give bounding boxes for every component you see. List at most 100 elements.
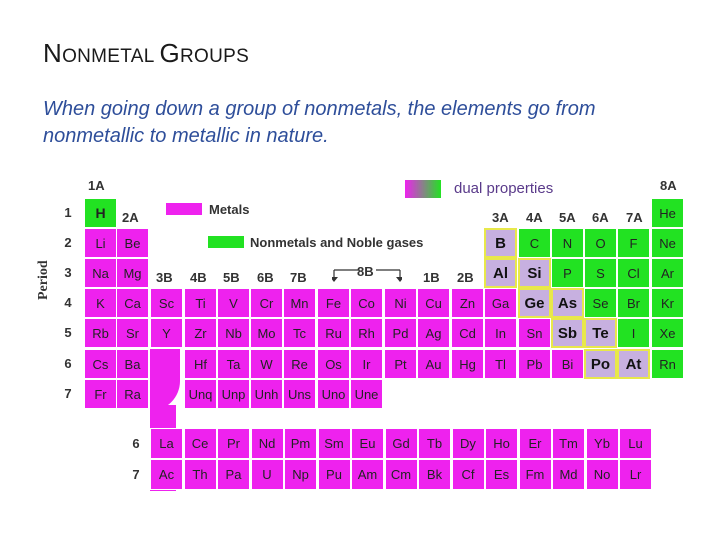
group-label: 6A [592, 210, 609, 225]
period-number: 5 [64, 325, 72, 340]
group-label: 3A [492, 210, 509, 225]
element-cell: Sn [518, 318, 551, 348]
element-cell: Pt [384, 349, 417, 379]
element-cell: Unq [184, 379, 217, 409]
element-cell: B [484, 228, 517, 258]
element-cell: Une [350, 379, 383, 409]
element-cell: U [250, 459, 284, 490]
element-cell: Si [518, 258, 551, 288]
element-cell: Li [84, 228, 117, 258]
element-cell: O [584, 228, 617, 258]
element-cell: Cl [617, 258, 650, 288]
element-cell: Ne [651, 228, 684, 258]
element-cell: Cs [84, 349, 117, 379]
element-cell: Np [284, 459, 317, 490]
period-number: 3 [64, 265, 72, 280]
element-cell: Ca [116, 288, 149, 318]
element-cell: Ir [350, 349, 383, 379]
element-cell: Hf [184, 349, 217, 379]
group-label: 7B [290, 270, 307, 285]
element-cell: La [150, 428, 183, 459]
element-cell: Pa [217, 459, 250, 490]
element-cell: Ta [217, 349, 250, 379]
period-number: 1 [64, 205, 72, 220]
element-cell: Pb [518, 349, 551, 379]
element-cell: Y [150, 318, 183, 348]
element-cell: Cm [384, 459, 418, 490]
element-cell: Nb [217, 318, 250, 348]
group-label: 4A [526, 210, 543, 225]
element-cell: Sr [116, 318, 149, 348]
element-cell: Ac [150, 459, 183, 490]
element-cell: Te [584, 318, 617, 348]
element-cell: Pr [217, 428, 250, 459]
period-number: 6 [64, 356, 72, 371]
page-subtitle: When going down a group of nonmetals, th… [43, 98, 596, 147]
element-cell: Ra [116, 379, 149, 409]
element-cell: As [551, 288, 584, 318]
series-number: 7 [132, 467, 140, 482]
group-label: 2B [457, 270, 474, 285]
group-label: 5B [223, 270, 240, 285]
element-cell: K [84, 288, 117, 318]
element-cell: Fe [317, 288, 350, 318]
element-cell: Eu [351, 428, 384, 459]
period-axis-label: Period [36, 260, 51, 300]
element-cell: Cu [417, 288, 450, 318]
element-cell: H [84, 198, 117, 228]
element-cell: Pm [284, 428, 317, 459]
element-cell: Tb [418, 428, 451, 459]
legend-label-nonmetals: Nonmetals and Noble gases [250, 235, 424, 250]
period-number: 4 [64, 295, 72, 310]
element-cell: Uno [317, 379, 350, 409]
element-cell: Ge [518, 288, 551, 318]
element-cell: C [518, 228, 551, 258]
legend-swatch-metals [166, 203, 202, 215]
group-label: 2A [122, 210, 139, 225]
group-label: 5A [559, 210, 576, 225]
element-cell: Co [350, 288, 383, 318]
element-cell: Bk [418, 459, 451, 490]
element-cell: In [484, 318, 517, 348]
element-cell: P [551, 258, 584, 288]
element-cell: Be [116, 228, 149, 258]
element-cell: Cr [250, 288, 283, 318]
element-cell: Re [283, 349, 316, 379]
element-cell: Mg [116, 258, 149, 288]
element-cell: Lr [619, 459, 652, 490]
element-cell: Sm [317, 428, 351, 459]
element-cell: Am [351, 459, 384, 490]
element-cell: Ar [651, 258, 684, 288]
element-cell: Na [84, 258, 117, 288]
element-cell: Mn [283, 288, 316, 318]
element-cell: Al [484, 258, 517, 288]
element-cell: Pd [384, 318, 417, 348]
group-label: 7A [626, 210, 643, 225]
group-label: 1B [423, 270, 440, 285]
group-label: 8B [357, 264, 374, 279]
series-number: 6 [132, 436, 140, 451]
element-cell: Ru [317, 318, 350, 348]
element-cell: Yb [585, 428, 619, 459]
element-cell: Unp [217, 379, 250, 409]
element-cell: Se [584, 288, 617, 318]
period-number: 7 [64, 386, 72, 401]
element-cell: Fm [518, 459, 552, 490]
group-label: 4B [190, 270, 207, 285]
element-cell: Rn [651, 349, 684, 379]
element-cell: Mo [250, 318, 283, 348]
element-cell: Po [584, 349, 617, 379]
element-cell: Br [617, 288, 650, 318]
group-label: 6B [257, 270, 274, 285]
element-cell: Rb [84, 318, 117, 348]
element-cell: Tc [283, 318, 316, 348]
element-cell: Rh [350, 318, 383, 348]
element-cell: W [250, 349, 283, 379]
legend-swatch-nonmetals [208, 236, 244, 248]
group-label: 3B [156, 270, 173, 285]
element-cell: Sb [551, 318, 584, 348]
element-cell: Ho [485, 428, 518, 459]
element-cell: He [651, 198, 684, 228]
element-cell: Tl [484, 349, 517, 379]
legend-label-dual: dual properties [454, 180, 554, 197]
